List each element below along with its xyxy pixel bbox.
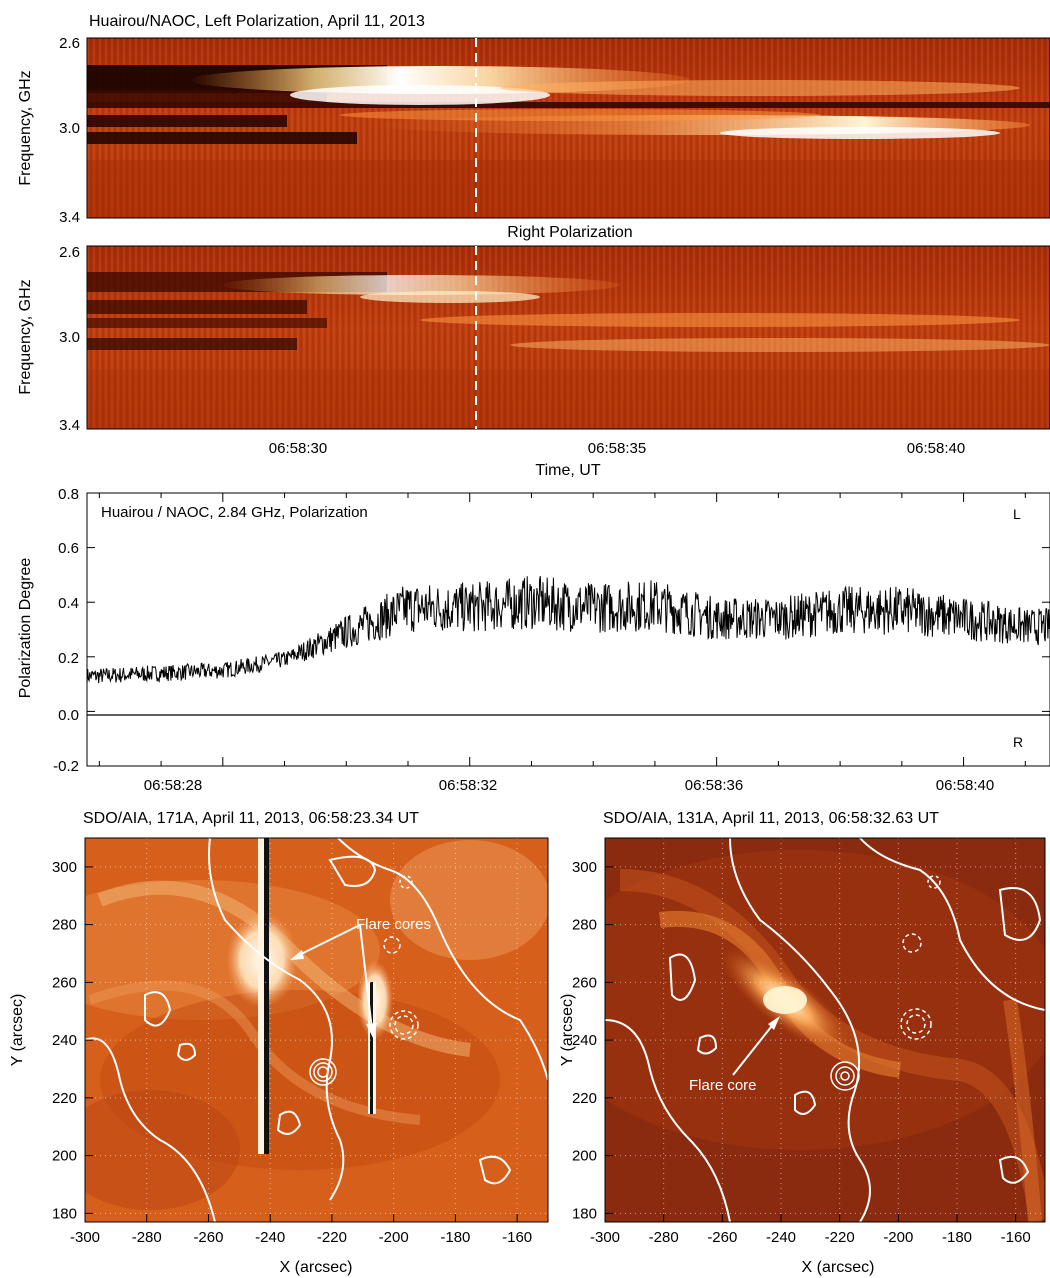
polarization-panel-title: Huairou / NAOC, 2.84 GHz, Polarization — [101, 504, 368, 521]
ytick-label: 180 — [52, 1205, 77, 1222]
right-polarization-title: Right Polarization — [507, 224, 632, 241]
left-polarization-panel: Huairou/NAOC, Left Polarization, April 1… — [17, 13, 1050, 226]
ylabel-polarization-degree: Polarization Degree — [17, 558, 34, 699]
xtick-label: -240 — [255, 1229, 285, 1246]
right-polarization-spectrum — [87, 246, 1050, 429]
flare-core-arrow — [732, 1021, 776, 1076]
aia-131-ylabel: Y (arcsec) — [559, 994, 576, 1067]
ytick-label: 300 — [572, 859, 597, 876]
ytick-label: 280 — [572, 917, 597, 934]
ytick-label: 200 — [52, 1148, 77, 1165]
ytick-pol-minus-0-2: -0.2 — [53, 758, 79, 775]
ylabel-right-frequency: Frequency, GHz — [17, 279, 34, 394]
aia-171-axes: -300 -280 -260 -240 -220 -200 -180 -160 300 280 26… — [52, 859, 532, 1246]
label-right-r: R — [1013, 734, 1023, 750]
ytick-pol-0-6: 0.6 — [58, 540, 79, 557]
aia-131-axes: -300 -280 -260 -240 -220 -200 -180 -160 300 280 26… — [572, 859, 1031, 1246]
xtick-label: -300 — [70, 1229, 100, 1246]
aia-131-image: Flare core — [605, 838, 1045, 1222]
polarization-degree-panel: Huairou / NAOC, 2.84 GHz, Polarization L… — [17, 486, 1050, 794]
left-polarization-spectrum — [87, 38, 1050, 218]
xtick-pol-2: 06:58:32 — [439, 777, 497, 794]
flare-core-arrow-2 — [359, 924, 373, 1031]
ytick-label: 300 — [52, 859, 77, 876]
polarization-axis-ticks — [87, 492, 1050, 767]
aia-171-ylabel: Y (arcsec) — [9, 994, 26, 1067]
ytick-label: 200 — [572, 1148, 597, 1165]
ytick-label: 220 — [52, 1090, 77, 1107]
ytick-label: 280 — [52, 917, 77, 934]
aia-131-xlabel: X (arcsec) — [802, 1259, 875, 1276]
ytick-right-3-0: 3.0 — [59, 329, 80, 346]
ytick-label: 240 — [52, 1032, 77, 1049]
flare-cores-annotation: Flare cores — [356, 916, 431, 933]
ytick-left-2-6: 2.6 — [59, 35, 80, 52]
aia-171-xlabel: X (arcsec) — [280, 1259, 353, 1276]
ytick-pol-0-2: 0.2 — [58, 650, 79, 667]
xtick-label: -220 — [317, 1229, 347, 1246]
ytick-left-3-4: 3.4 — [59, 209, 80, 226]
xtick-label: -200 — [883, 1229, 913, 1246]
xtick-pol-4: 06:58:40 — [936, 777, 994, 794]
ytick-label: 180 — [572, 1205, 597, 1222]
xtick-label: -280 — [132, 1229, 162, 1246]
polarization-trace — [87, 576, 1050, 685]
xtick-label: -160 — [502, 1229, 532, 1246]
xtick-spectrum-3: 06:58:40 — [907, 440, 965, 457]
aia-171-image: Flare cores — [85, 838, 548, 1222]
xtick-label: -260 — [193, 1229, 223, 1246]
left-polarization-title: Huairou/NAOC, Left Polarization, April 1… — [89, 13, 425, 30]
xtick-label: -260 — [707, 1229, 737, 1246]
ytick-right-3-4: 3.4 — [59, 417, 80, 434]
ytick-label: 260 — [572, 974, 597, 991]
ytick-label: 260 — [52, 974, 77, 991]
xtick-spectrum-1: 06:58:30 — [269, 440, 327, 457]
xtick-pol-3: 06:58:36 — [685, 777, 743, 794]
xtick-pol-1: 06:58:28 — [144, 777, 202, 794]
ytick-label: 220 — [572, 1090, 597, 1107]
xtick-label: -180 — [440, 1229, 470, 1246]
ytick-label: 240 — [572, 1032, 597, 1049]
label-left-l: L — [1013, 506, 1021, 522]
ytick-pol-0-8: 0.8 — [58, 486, 79, 503]
ylabel-left-frequency: Frequency, GHz — [17, 70, 34, 185]
xtick-label: -160 — [1001, 1229, 1031, 1246]
aia-131-panel: SDO/AIA, 131A, April 11, 2013, 06:58:32.… — [559, 810, 1046, 1276]
ytick-pol-0-4: 0.4 — [58, 595, 79, 612]
ytick-left-3-0: 3.0 — [59, 120, 80, 137]
xtick-label: -220 — [825, 1229, 855, 1246]
xtick-spectrum-2: 06:58:35 — [588, 440, 646, 457]
ytick-pol-0-0: 0.0 — [58, 707, 79, 724]
xtick-label: -200 — [379, 1229, 409, 1246]
flare-core-annotation: Flare core — [689, 1077, 757, 1094]
right-polarization-panel: Right Polarization 2.6 3.0 3.4 Frequency… — [17, 224, 1050, 479]
aia-171-title: SDO/AIA, 171A, April 11, 2013, 06:58:23.… — [83, 810, 419, 827]
xtick-label: -240 — [766, 1229, 796, 1246]
xlabel-time-ut: Time, UT — [535, 462, 600, 479]
ytick-right-2-6: 2.6 — [59, 244, 80, 261]
xtick-label: -280 — [649, 1229, 679, 1246]
xtick-label: -180 — [942, 1229, 972, 1246]
aia-171-panel: SDO/AIA, 171A, April 11, 2013, 06:58:23.… — [9, 810, 549, 1276]
aia-131-title: SDO/AIA, 131A, April 11, 2013, 06:58:32.… — [603, 810, 939, 827]
xtick-label: -300 — [590, 1229, 620, 1246]
flare-core-arrow-1 — [294, 924, 361, 958]
